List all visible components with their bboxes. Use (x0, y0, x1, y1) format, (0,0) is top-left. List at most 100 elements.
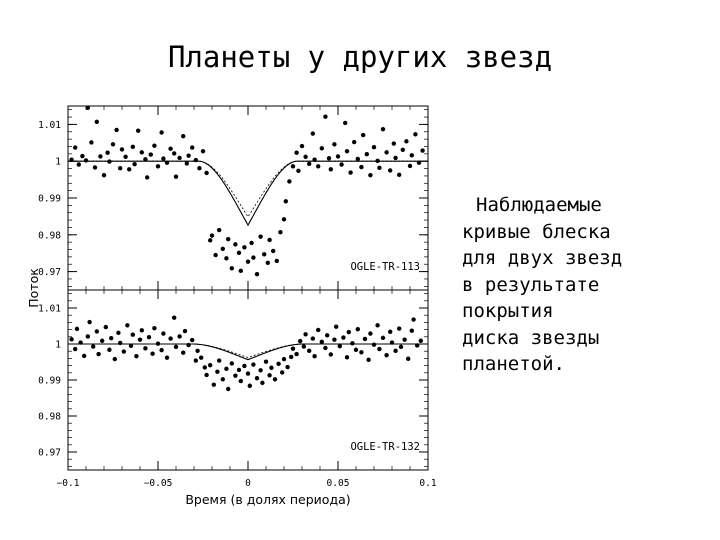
data-point (245, 259, 251, 264)
data-point (332, 337, 337, 342)
data-point (87, 319, 92, 325)
data-point (375, 158, 380, 164)
data-point (407, 163, 413, 169)
data-point (251, 255, 256, 260)
data-point (155, 341, 161, 346)
data-point (215, 369, 220, 374)
data-point (233, 242, 238, 247)
data-point (271, 248, 276, 254)
data-point (355, 156, 360, 162)
data-point (132, 161, 137, 167)
data-point (209, 233, 215, 238)
data-point (213, 252, 218, 258)
data-point (123, 154, 128, 159)
data-point (307, 161, 312, 166)
y-tick-label: 1 (55, 340, 61, 351)
data-point (328, 167, 333, 172)
y-tick-label: 1 (55, 157, 61, 168)
data-point (368, 172, 373, 178)
data-point (346, 329, 351, 335)
data-point (236, 250, 242, 256)
data-point (362, 336, 368, 342)
data-point (353, 347, 359, 352)
data-point (290, 346, 296, 351)
data-point (262, 252, 267, 257)
data-point (409, 153, 414, 158)
star-label: OGLE-TR-132 (350, 441, 420, 453)
x-tick-label: 0.05 (327, 478, 350, 489)
data-point (107, 159, 112, 164)
data-point (285, 364, 290, 370)
data-point (312, 354, 317, 359)
data-point (366, 357, 371, 363)
data-point (416, 160, 422, 165)
data-point (98, 154, 103, 159)
y-tick-label: 1.01 (38, 120, 61, 131)
y-axis-label: Поток (26, 268, 41, 308)
data-point (177, 334, 182, 339)
data-point (69, 337, 74, 342)
data-point (226, 386, 231, 392)
data-point (258, 234, 263, 239)
data-point (128, 343, 134, 348)
data-point (278, 230, 283, 235)
y-tick-label: 0.98 (38, 230, 61, 241)
data-point (130, 332, 135, 337)
data-point (182, 328, 188, 334)
panel-ogle-tr-132: 1.01 1 0.99 0.98 0.97 OGLE-TR-132 (38, 289, 429, 471)
data-point (143, 157, 148, 162)
data-point (181, 133, 186, 139)
description-line: диска звезды (462, 326, 600, 349)
data-point (73, 145, 78, 150)
data-point (202, 365, 207, 370)
data-point (193, 157, 198, 163)
data-point (280, 370, 285, 375)
data-point (199, 355, 204, 360)
data-point (119, 147, 125, 152)
data-point (139, 150, 144, 155)
data-point (355, 327, 360, 332)
data-point (229, 266, 234, 271)
data-point (94, 329, 100, 334)
data-point (190, 145, 195, 150)
data-point (211, 382, 216, 387)
data-point (296, 168, 301, 173)
description-line: для двух звезд (462, 247, 623, 269)
data-point (319, 146, 324, 151)
x-tick-label: −0.05 (144, 478, 173, 489)
data-point (146, 334, 152, 340)
description-line: кривые блеска (462, 220, 611, 243)
y-tick-label: 0.97 (38, 448, 61, 459)
data-point (148, 152, 153, 157)
data-point (263, 359, 269, 364)
data-point (100, 338, 105, 343)
data-point (130, 144, 135, 150)
data-point (337, 343, 342, 349)
y-tick-label: 0.99 (38, 194, 61, 205)
data-point (269, 365, 274, 370)
data-point (173, 174, 179, 179)
data-point (220, 246, 225, 251)
y-tick-label: 0.99 (38, 376, 61, 387)
data-point (109, 336, 114, 341)
slide-title: Планеты у других звезд (167, 40, 553, 74)
data-point (332, 142, 337, 147)
data-point (303, 154, 308, 159)
data-point (73, 346, 78, 352)
data-point (289, 354, 294, 360)
data-point (118, 165, 123, 171)
data-point (400, 147, 405, 152)
data-point (348, 170, 353, 175)
data-point (125, 323, 130, 328)
data-point (92, 165, 98, 170)
data-point (393, 155, 398, 161)
data-point (384, 352, 389, 358)
data-point (341, 335, 346, 340)
data-point (377, 165, 382, 171)
data-point (69, 157, 74, 162)
data-point (276, 361, 281, 366)
data-point (89, 140, 94, 145)
data-point (186, 153, 191, 158)
data-point (238, 378, 243, 384)
